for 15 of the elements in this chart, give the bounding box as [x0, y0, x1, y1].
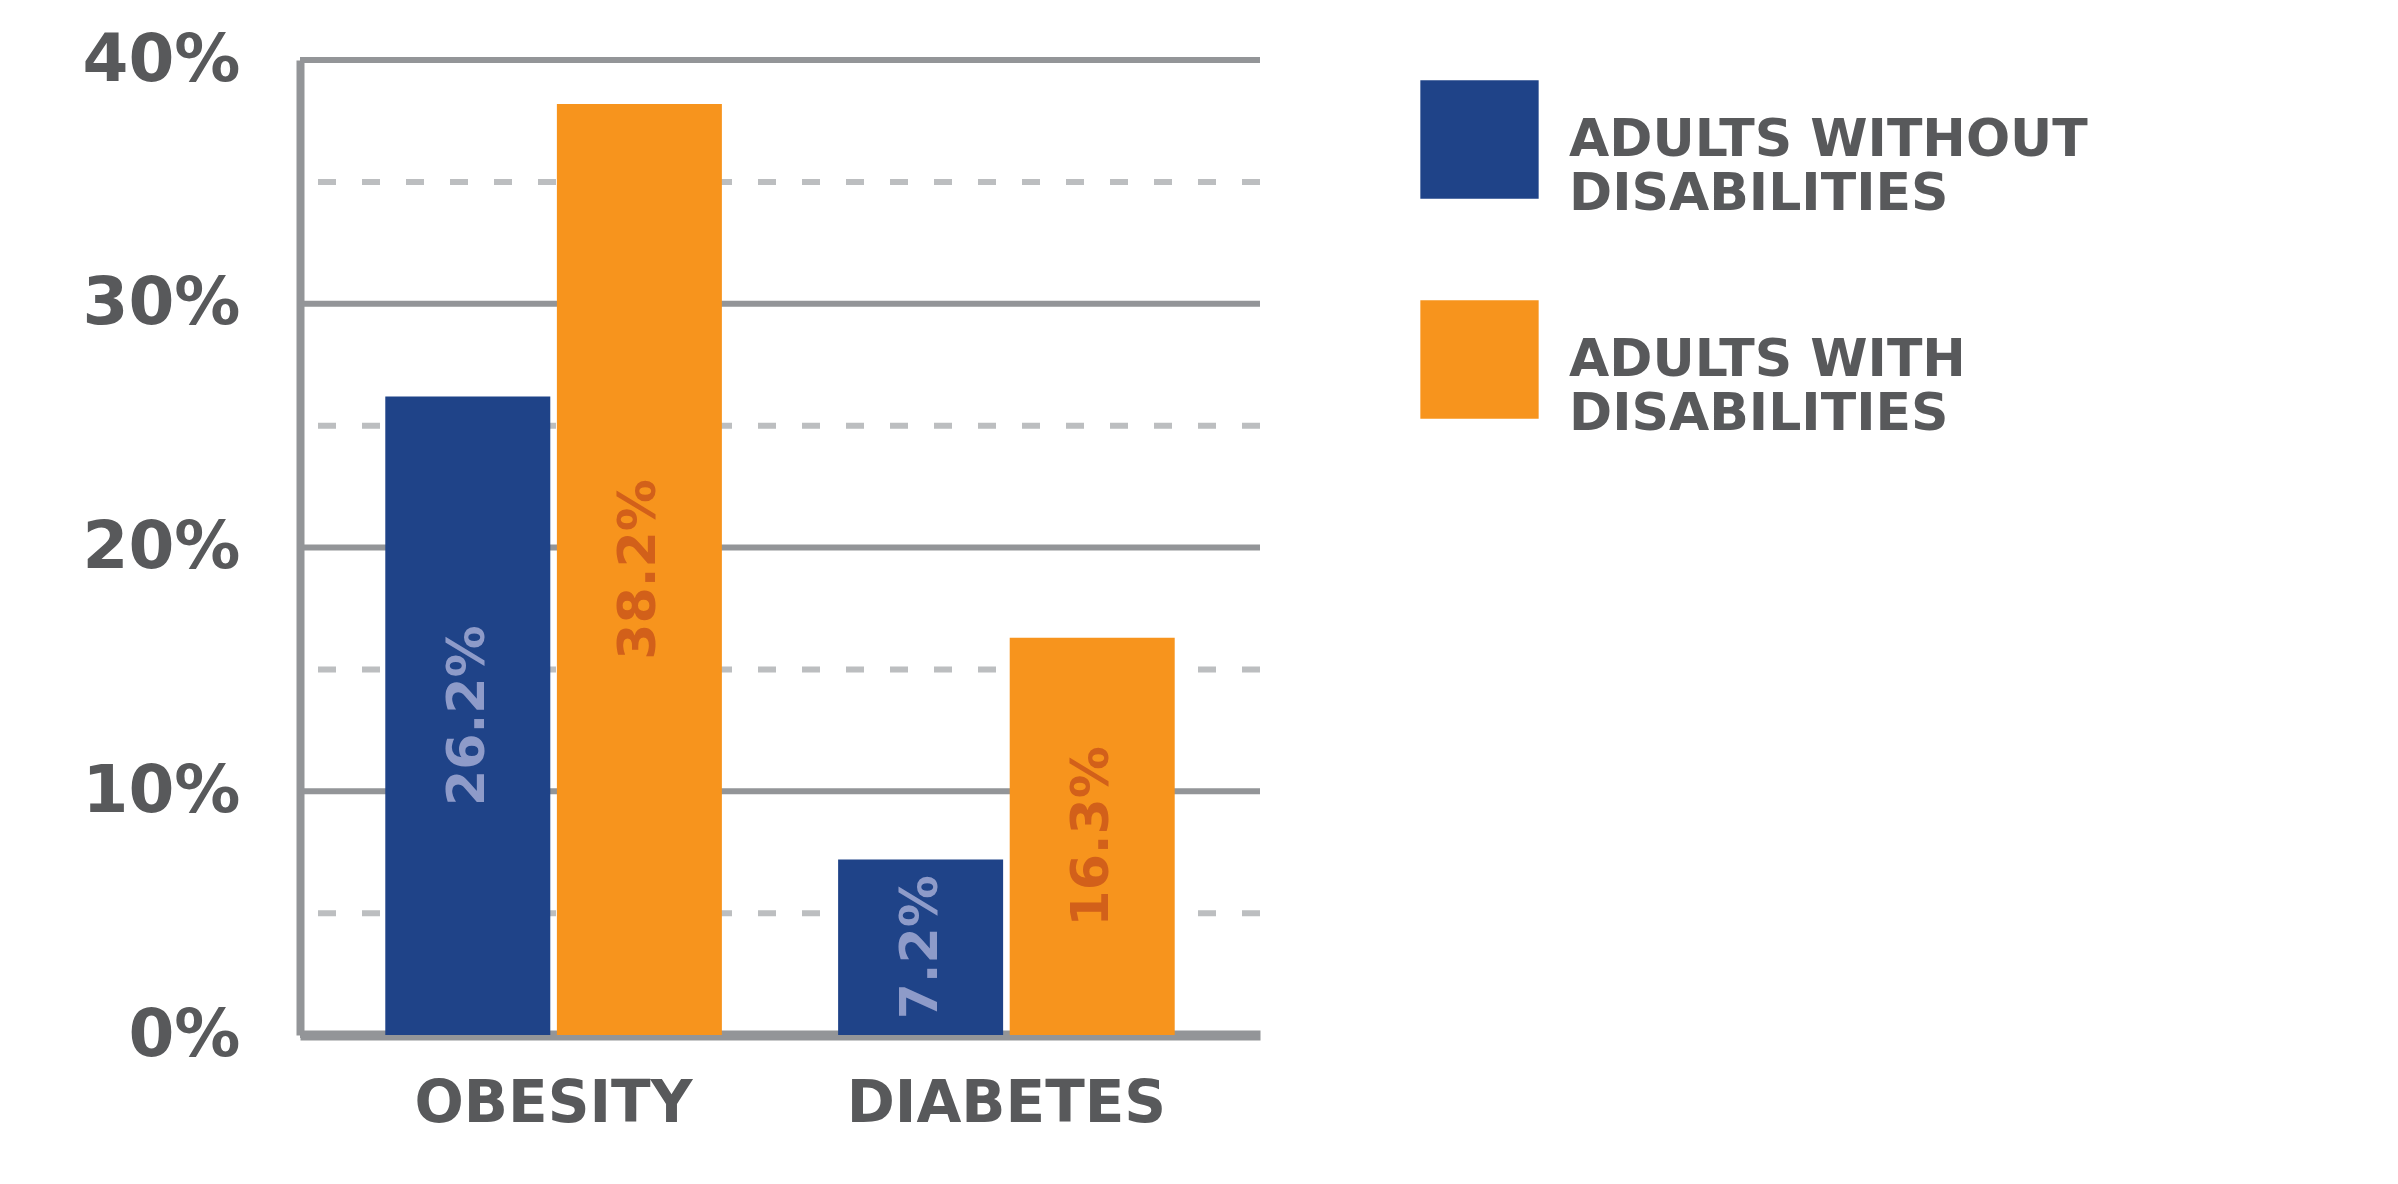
- data-label: 26.2%: [435, 625, 496, 806]
- bar: [1009, 637, 1175, 1035]
- legend-label: ADULTS WITHOUT DISABILITIES: [1569, 107, 2089, 222]
- y-tick-label: 30%: [82, 263, 241, 341]
- y-tick-label: 40%: [82, 19, 241, 97]
- legend-label: ADULTS WITH DISABILITIES: [1569, 327, 1966, 442]
- bar: [838, 859, 1004, 1035]
- x-tick-label: OBESITY: [414, 1067, 694, 1136]
- y-tick-label: 20%: [82, 507, 241, 584]
- y-tick-label: 10%: [82, 750, 241, 828]
- data-label: 7.2%: [888, 875, 949, 1020]
- x-tick-label: DIABETES: [846, 1067, 1167, 1136]
- y-tick-label: 0%: [128, 994, 241, 1072]
- bar: [556, 103, 722, 1035]
- bar: [385, 396, 551, 1035]
